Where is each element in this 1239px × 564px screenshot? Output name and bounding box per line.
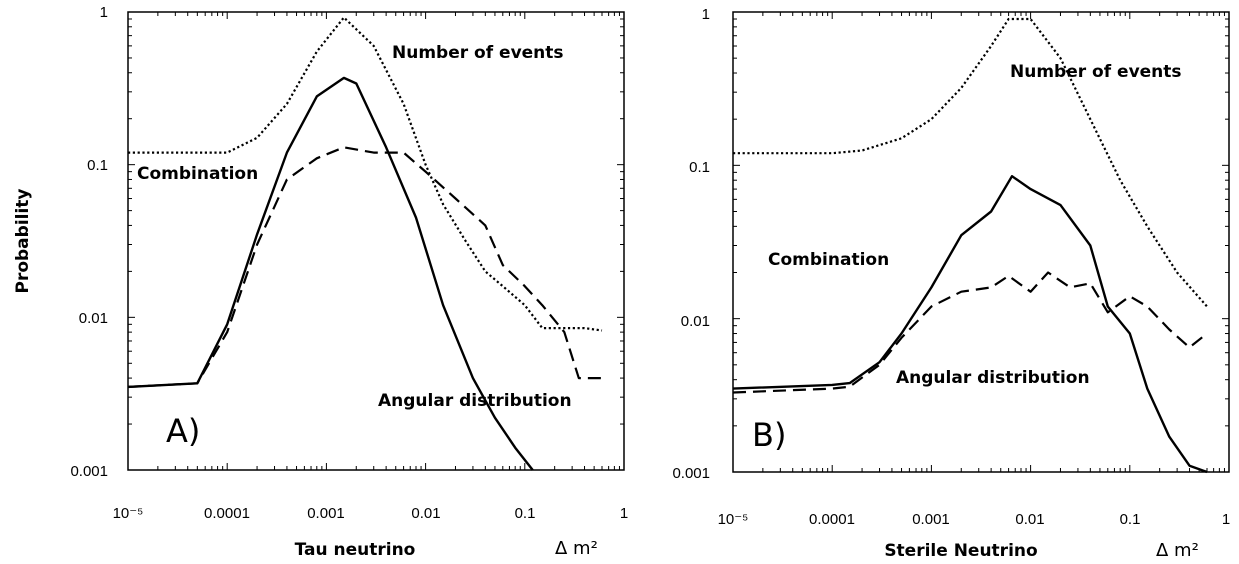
y-tick-labels: 1 0.1 0.01 0.001 <box>672 6 710 482</box>
annotation-angular-distribution: Angular distribution <box>378 391 572 411</box>
x-tick-label: 0.01 <box>411 505 440 522</box>
tick-marks <box>127 12 624 471</box>
panel-label: A) <box>166 412 200 450</box>
panel-b: 1 0.1 0.01 0.001 10⁻⁵ 0.0001 0.001 0.01 … <box>672 6 1230 561</box>
series-line-angular-distribution <box>127 146 602 388</box>
x-tick-label: 0.001 <box>912 511 950 528</box>
y-tick-label: 0.001 <box>672 465 710 482</box>
x-tick-label: 0.01 <box>1015 511 1044 528</box>
series-line-number-of-events <box>733 17 1208 308</box>
annotation-combination: Combination <box>768 250 889 270</box>
y-tick-label: 0.001 <box>70 463 108 480</box>
annotation-number-of-events: Number of events <box>392 43 564 63</box>
plot-frame <box>127 11 625 471</box>
series-group <box>127 16 603 471</box>
series-line-number-of-events <box>128 16 603 332</box>
plot-frame <box>732 11 1230 473</box>
annotation-number-of-events: Number of events <box>1010 62 1182 82</box>
x-axis-title: Sterile Neutrino <box>884 541 1037 561</box>
x-tick-label: 0.1 <box>515 505 536 522</box>
series-line-combination <box>732 174 1208 474</box>
tick-marks <box>732 12 1229 473</box>
y-tick-labels: 1 0.1 0.01 0.001 <box>70 4 108 480</box>
x-tick-label: 0.001 <box>307 505 345 522</box>
y-tick-label: 0.1 <box>87 157 108 174</box>
series-line-angular-distribution <box>732 271 1208 394</box>
series-line-combination <box>127 76 534 471</box>
x-axis-title: Tau neutrino <box>295 540 416 560</box>
series-group <box>732 17 1208 474</box>
x-tick-label: 10⁻⁵ <box>718 511 749 528</box>
y-tick-label: 1 <box>702 6 710 23</box>
annotation-angular-distribution: Angular distribution <box>896 368 1090 388</box>
x-unit-label: Δ m² <box>555 538 598 559</box>
x-tick-label: 0.1 <box>1120 511 1141 528</box>
y-tick-label: 0.1 <box>689 159 710 176</box>
x-unit-label: Δ m² <box>1156 540 1199 561</box>
x-tick-labels: 10⁻⁵ 0.0001 0.001 0.01 0.1 1 <box>718 511 1231 528</box>
x-tick-label: 0.0001 <box>204 505 250 522</box>
panel-a: 1 0.1 0.01 0.001 10⁻⁵ 0.0001 0.001 0.01 … <box>13 4 628 560</box>
x-tick-label: 0.0001 <box>809 511 855 528</box>
y-tick-label: 1 <box>100 4 108 21</box>
y-tick-label: 0.01 <box>79 310 108 327</box>
x-tick-labels: 10⁻⁵ 0.0001 0.001 0.01 0.1 1 <box>113 505 629 522</box>
annotation-combination: Combination <box>137 164 258 184</box>
y-tick-label: 0.01 <box>681 313 710 330</box>
x-tick-label: 10⁻⁵ <box>113 505 144 522</box>
y-axis-title: Probability <box>13 188 33 293</box>
x-tick-label: 1 <box>1222 511 1230 528</box>
panel-label: B) <box>752 416 786 454</box>
x-tick-label: 1 <box>620 505 628 522</box>
